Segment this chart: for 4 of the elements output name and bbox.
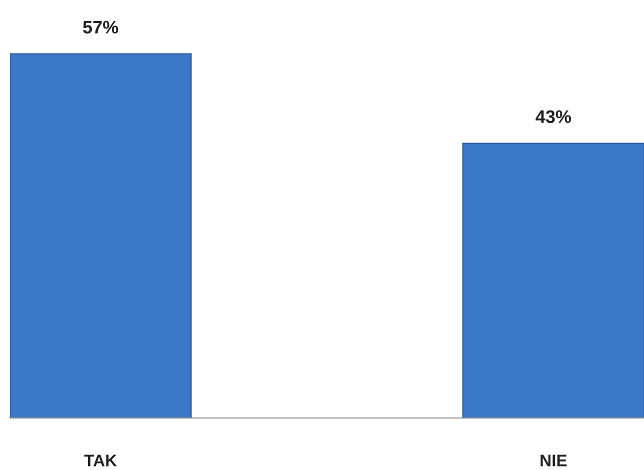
- data-label: 57%: [83, 20, 118, 34]
- x-tick-label: TAK: [84, 454, 117, 466]
- x-tick-label: NIE: [540, 454, 567, 466]
- data-label: 43%: [536, 110, 572, 124]
